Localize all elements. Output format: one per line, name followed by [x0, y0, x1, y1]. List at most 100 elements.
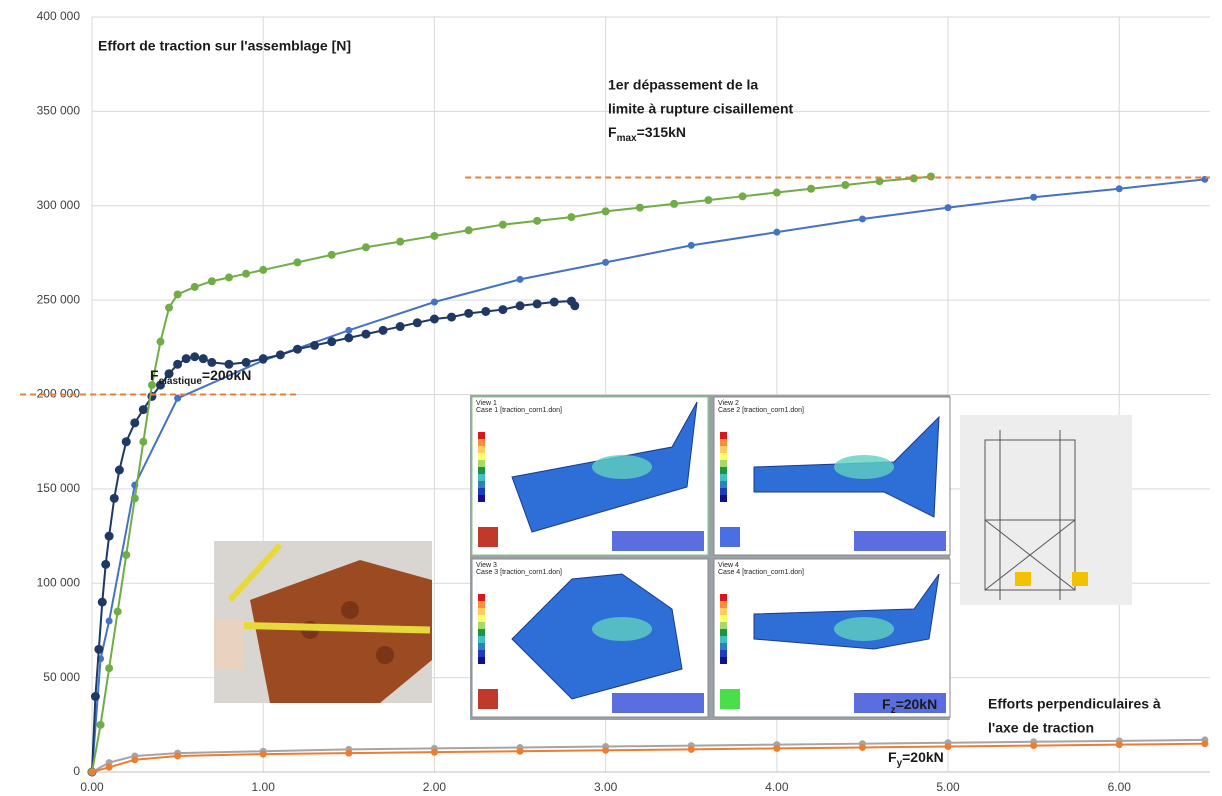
fea-info-box — [612, 531, 704, 551]
data-point — [276, 350, 285, 359]
fea-legend-swatch — [720, 643, 727, 650]
data-point — [130, 418, 139, 427]
data-point — [481, 307, 490, 316]
data-point — [173, 360, 182, 369]
fea-legend-swatch — [478, 495, 485, 502]
x-tick-label: 6.00 — [1108, 780, 1132, 794]
data-point — [345, 750, 352, 757]
data-point — [499, 221, 507, 229]
fea-legend-swatch — [478, 643, 485, 650]
annotation-rest: =20kN — [902, 749, 944, 765]
data-point — [859, 744, 866, 751]
data-point — [97, 721, 105, 729]
data-point — [602, 747, 609, 754]
fea-legend-swatch — [720, 615, 727, 622]
fea-legend-swatch — [478, 650, 485, 657]
fea-legend-swatch — [720, 474, 727, 481]
data-point — [430, 232, 438, 240]
data-point — [688, 746, 695, 753]
fea-view: View 4 — [718, 562, 739, 569]
annotation-rest: =20kN — [896, 696, 938, 712]
fea-legend-swatch — [720, 481, 727, 488]
data-point — [636, 204, 644, 212]
data-point — [139, 405, 148, 414]
data-point — [106, 764, 113, 771]
data-point — [1030, 194, 1037, 201]
data-point — [94, 645, 103, 654]
data-point — [106, 618, 113, 625]
fea-legend-swatch — [720, 432, 727, 439]
data-point — [533, 217, 541, 225]
data-point — [165, 304, 173, 312]
fea-legend-swatch — [478, 453, 485, 460]
fea-hotspot — [592, 455, 652, 479]
data-point — [773, 229, 780, 236]
fea-legend-swatch — [720, 657, 727, 664]
data-point — [413, 318, 422, 327]
data-point — [602, 207, 610, 215]
fea-view: View 1 — [476, 400, 497, 407]
data-point — [945, 204, 952, 211]
drawing-highlight — [1072, 572, 1088, 586]
fea-case: Case 2 [traction_corn1.don] — [718, 407, 804, 414]
fea-legend-swatch — [478, 636, 485, 643]
fea-legend-swatch — [720, 629, 727, 636]
data-point — [310, 341, 319, 350]
y-tick-label: 250 000 — [37, 292, 81, 306]
fea-info-box — [612, 693, 704, 713]
data-point — [225, 273, 233, 281]
rivet — [341, 601, 359, 619]
annotation: 1er dépassement de la — [608, 77, 758, 93]
annotation: Effort de traction sur l'assemblage [N] — [98, 38, 351, 54]
data-point — [328, 251, 336, 259]
fea-legend-swatch — [478, 615, 485, 622]
y-tick-label: 400 000 — [37, 9, 81, 23]
fea-legend-swatch — [478, 629, 485, 636]
fea-legend-swatch — [720, 601, 727, 608]
data-point — [191, 283, 199, 291]
fea-legend-swatch — [720, 467, 727, 474]
technical-drawing — [960, 415, 1132, 605]
data-point — [1030, 742, 1037, 749]
fea-legend-swatch — [478, 432, 485, 439]
fea-hotspot — [592, 617, 652, 641]
data-point — [345, 327, 352, 334]
fea-view: View 2 — [718, 400, 739, 407]
data-point — [516, 301, 525, 310]
fea-legend-swatch — [720, 446, 727, 453]
fea-case: Case 4 [traction_corn1.don] — [718, 569, 804, 576]
fea-legend-swatch — [720, 650, 727, 657]
data-point — [447, 313, 456, 322]
data-point — [174, 395, 181, 402]
data-point — [259, 354, 268, 363]
fea-case: Case 3 [traction_corn1.don] — [476, 569, 562, 576]
data-point — [361, 330, 370, 339]
data-point — [293, 258, 301, 266]
data-point — [110, 494, 119, 503]
data-point — [131, 756, 138, 763]
fea-legend-swatch — [478, 474, 485, 481]
annotation-rest: =315kN — [637, 124, 686, 140]
data-point — [945, 743, 952, 750]
drawing-bg — [960, 415, 1132, 605]
data-point — [242, 358, 251, 367]
data-point — [139, 438, 147, 446]
data-point — [739, 192, 747, 200]
fea-legend-swatch — [720, 453, 727, 460]
data-point — [242, 270, 250, 278]
fea-triad — [720, 527, 740, 547]
data-point — [182, 354, 191, 363]
fea-hotspot — [834, 617, 894, 641]
y-tick-label: 350 000 — [37, 104, 81, 118]
data-point — [517, 748, 524, 755]
data-point — [293, 345, 302, 354]
y-tick-label: 150 000 — [37, 481, 81, 495]
data-point — [156, 338, 164, 346]
data-point — [91, 692, 100, 701]
data-point — [131, 494, 139, 502]
fea-legend-swatch — [478, 439, 485, 446]
fea-legend-swatch — [478, 608, 485, 615]
data-point — [114, 608, 122, 616]
fea-legend-swatch — [720, 636, 727, 643]
data-point — [1116, 741, 1123, 748]
